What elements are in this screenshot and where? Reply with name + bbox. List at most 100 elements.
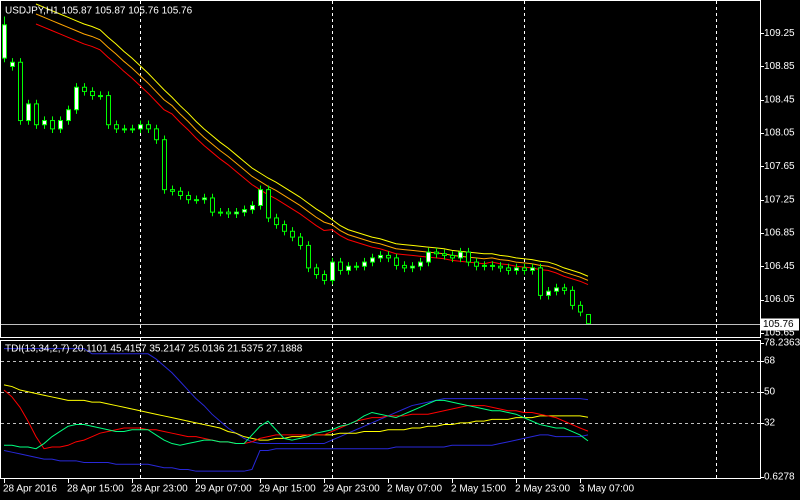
candle-body [506,267,511,271]
candle-body [282,224,287,232]
y-tick-label: 107.25 [764,194,795,205]
y-tick-label: 50 [764,386,776,397]
candle-body [154,128,159,141]
candle-body [258,189,263,206]
chart-title: USDJPY,H1 105.87 105.87 105.76 105.76 [5,6,193,17]
candle-body [546,290,551,296]
candle-body [146,124,151,130]
candle-body [298,236,303,246]
y-tick-label: 109.25 [764,28,795,39]
candle-body [178,190,183,196]
candle-body [2,24,7,59]
y-tick-label: 68 [764,355,776,366]
candle-body [570,289,575,306]
candle-body [394,257,399,266]
x-tick-label: 28 Apr 15:00 [67,484,124,495]
candle-body [82,86,87,92]
candle-body [322,274,327,281]
candle-body [314,267,319,276]
y-tick-label: 106.85 [764,228,795,239]
candle-body [530,267,535,271]
candle-body [10,61,15,67]
candle-body [442,253,447,256]
indicator-title: TDI(13,34,2,7) 20.1101 45.4157 35.2147 2… [5,344,303,355]
candle-body [554,287,559,292]
candle-body [474,261,479,267]
line-series [4,348,589,445]
candle-body [202,197,207,201]
candle-body [274,217,279,226]
panel [2,3,591,325]
candle-body [466,251,471,263]
candle-body [378,254,383,259]
candle-body [250,204,255,211]
candle-body [330,261,335,281]
candle-body [18,61,23,122]
candle-body [418,261,423,267]
candle-body [42,120,47,126]
panel [1,348,760,472]
candle-body [218,211,223,214]
x-tick-label: 29 Apr 23:00 [323,484,380,495]
candle-body [354,265,359,268]
line-series [3,434,589,472]
candle-body [130,128,135,131]
line-series [35,13,589,281]
candle-body [458,251,463,259]
candle-body [338,261,343,271]
candle-body [210,197,215,213]
line-series [3,384,589,441]
candle-body [74,86,79,111]
candle-body [162,139,167,191]
candle-body [114,124,119,130]
candle-body [522,267,527,271]
candle-body [578,304,583,313]
candle-body [290,230,295,238]
candle-body [58,120,63,130]
y-tick-label: 106.45 [764,261,795,272]
candle-body [362,261,367,267]
y-tick-label: 108.05 [764,128,795,139]
x-tick-label: 28 Apr 2016 [3,484,57,495]
x-tick-label: 3 May 07:00 [579,484,634,495]
price-label: 105.76 [763,319,794,330]
line-series [35,23,589,286]
y-tick-label: 108.85 [764,61,795,72]
y-tick-label: 107.65 [764,161,795,172]
candle-body [482,264,487,267]
candle-body [514,267,519,271]
candle-body [138,124,143,130]
x-tick-label: 2 May 07:00 [387,484,442,495]
candle-body [490,264,495,267]
line-series [3,389,589,450]
y-tick-label: 105.65 [764,327,795,338]
candle-body [242,209,247,213]
candle-body [98,95,103,98]
candle-body [266,189,271,219]
candle-body [586,314,591,325]
candle-body [66,109,71,122]
candle-body [450,254,455,259]
y-tick-label: 108.45 [764,94,795,105]
candle-body [410,265,415,269]
candle-body [90,90,95,97]
line-series [35,3,589,277]
candle-body [170,189,175,192]
x-tick-label: 29 Apr 07:00 [195,484,252,495]
candle-body [50,120,55,130]
candle-body [122,128,127,131]
candle-body [434,251,439,255]
candle-body [386,254,391,259]
plot-layer [1,1,760,478]
x-tick-label: 29 Apr 15:00 [259,484,316,495]
indicator-panel-frame [0,340,761,479]
y-tick-label: 106.05 [764,294,795,305]
x-tick-label: 2 May 23:00 [515,484,570,495]
candle-body [306,244,311,269]
candle-body [234,211,239,215]
candle-body [226,211,231,215]
candle-body [194,199,199,202]
candle-body [538,267,543,296]
candle-body [402,264,407,269]
